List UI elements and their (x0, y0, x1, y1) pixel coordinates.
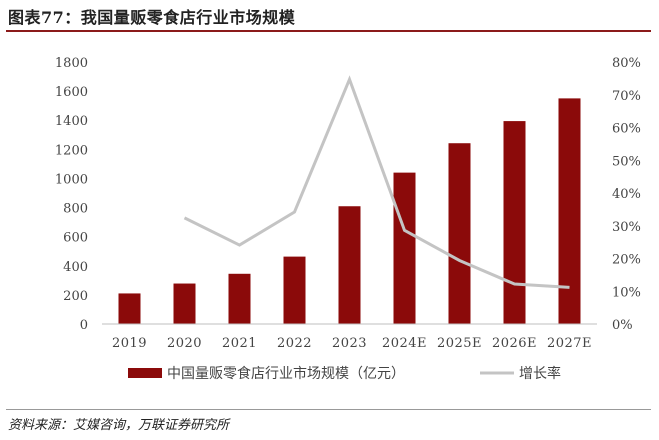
y-tick-label: 1000 (55, 172, 88, 187)
x-tick-label: 2026E (492, 336, 537, 351)
chart: 0 200 400 600 800 1000 1200 1400 1600 1800 0% 10% 2… (55, 56, 641, 382)
legend-swatch-bar (128, 368, 162, 378)
legend-label-bar: 中国量贩零食店行业市场规模（亿元） (167, 365, 405, 382)
y-tick-label: 1400 (55, 114, 88, 129)
bar (228, 273, 251, 324)
x-axis: 2019 2020 2021 2022 2023 2024E 2025E 2026E 2027E (102, 323, 597, 351)
y2-tick-label: 20% (612, 253, 641, 268)
x-tick-label: 2020 (167, 336, 202, 351)
y2-tick-label: 0% (612, 318, 633, 333)
y-tick-label: 400 (63, 260, 88, 275)
y-tick-label: 0 (80, 318, 88, 333)
y-tick-label: 1600 (55, 85, 88, 100)
y2-tick-label: 30% (612, 220, 641, 235)
bar (338, 206, 361, 324)
growth-line (183, 75, 570, 289)
bar-series (118, 98, 581, 325)
y-tick-label: 1800 (55, 56, 88, 71)
bar (503, 121, 526, 325)
x-tick-label: 2025E (437, 336, 482, 351)
y2-tick-label: 80% (612, 56, 641, 71)
legend-label-line: 增长率 (519, 365, 561, 382)
title-divider (6, 30, 651, 32)
source-divider (6, 409, 651, 410)
y-tick-label: 600 (63, 231, 88, 246)
bar (448, 143, 471, 324)
y-tick-label: 200 (63, 289, 88, 304)
bar (393, 172, 416, 324)
y2-tick-label: 60% (612, 122, 641, 137)
x-tick-label: 2021 (222, 336, 257, 351)
bar (173, 283, 196, 324)
x-tick-label: 2023 (332, 336, 367, 351)
y-axis-right: 0% 10% 20% 30% 40% 50% 60% 70% 80% (612, 56, 641, 333)
y-tick-label: 800 (63, 202, 88, 217)
x-tick-label: 2024E (382, 336, 427, 351)
chart-title: 图表77：我国量贩零食店行业市场规模 (8, 8, 296, 27)
source-note: 资料来源：艾媒咨询，万联证券研究所 (8, 418, 230, 433)
y2-tick-label: 70% (612, 89, 641, 104)
x-tick-label: 2022 (277, 336, 312, 351)
bar (558, 98, 581, 324)
bar (283, 256, 306, 324)
bar (118, 293, 141, 324)
y-axis-left: 0 200 400 600 800 1000 1200 1400 1600 1800 (55, 56, 88, 333)
x-tick-label: 2019 (112, 336, 147, 351)
y2-tick-label: 40% (612, 187, 641, 202)
y2-tick-label: 10% (612, 285, 641, 300)
line-series (183, 75, 570, 289)
y-tick-label: 1200 (55, 143, 88, 158)
legend: 中国量贩零食店行业市场规模（亿元） 增长率 (128, 365, 561, 382)
y2-tick-label: 50% (612, 154, 641, 169)
x-tick-label: 2027E (547, 336, 592, 351)
